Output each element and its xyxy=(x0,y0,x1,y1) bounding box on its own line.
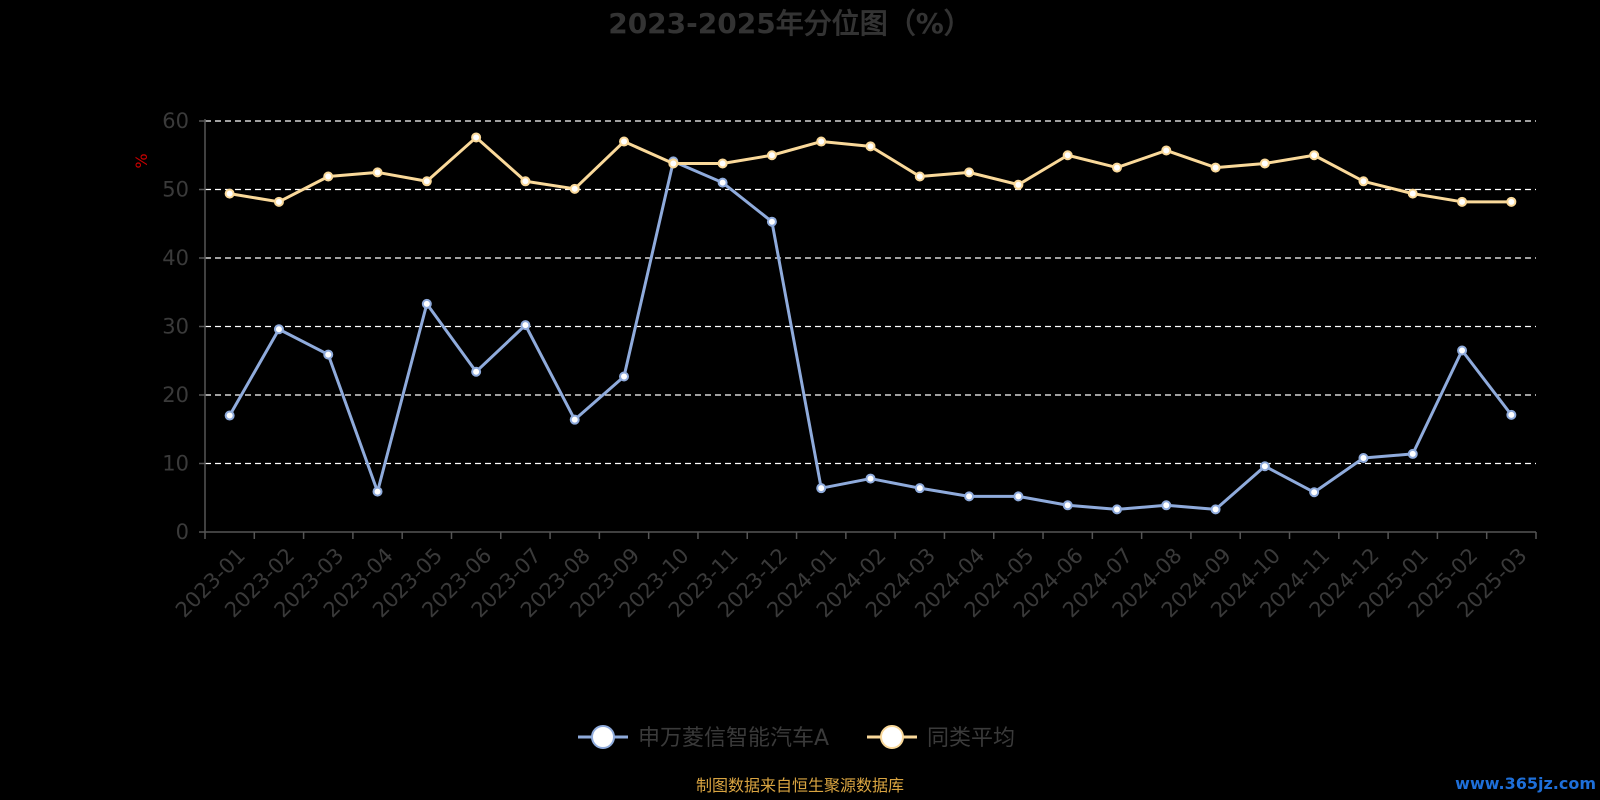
data-point[interactable] xyxy=(569,183,580,194)
data-point[interactable] xyxy=(1309,487,1320,498)
data-point[interactable] xyxy=(569,414,580,425)
data-point[interactable] xyxy=(1013,179,1024,190)
data-point[interactable] xyxy=(766,216,777,227)
data-point[interactable] xyxy=(471,132,482,143)
data-point[interactable] xyxy=(1161,145,1172,156)
data-point[interactable] xyxy=(1062,500,1073,511)
data-point[interactable] xyxy=(1210,504,1221,515)
series-line xyxy=(228,159,1513,511)
legend-label: 同类平均 xyxy=(927,726,1015,751)
watermark-text: www.365jz.com xyxy=(1455,774,1596,793)
data-point[interactable] xyxy=(865,141,876,152)
data-point[interactable] xyxy=(1210,162,1221,173)
data-point[interactable] xyxy=(421,298,432,309)
y-tick-label: 20 xyxy=(162,383,189,407)
data-point[interactable] xyxy=(1062,150,1073,161)
data-point[interactable] xyxy=(224,188,235,199)
y-tick-label: 0 xyxy=(176,520,189,544)
data-point[interactable] xyxy=(1407,188,1418,199)
data-point[interactable] xyxy=(372,167,383,178)
data-point[interactable] xyxy=(619,371,630,382)
data-point[interactable] xyxy=(1259,461,1270,472)
data-point[interactable] xyxy=(1259,158,1270,169)
legend-label: 申万菱信智能汽车A xyxy=(638,726,829,751)
data-point[interactable] xyxy=(1506,196,1517,207)
data-point[interactable] xyxy=(421,176,432,187)
data-point[interactable] xyxy=(619,136,630,147)
data-point[interactable] xyxy=(520,320,531,331)
data-point[interactable] xyxy=(816,483,827,494)
data-point[interactable] xyxy=(1309,150,1320,161)
axes: 01020304050602023-012023-022023-032023-0… xyxy=(162,109,1537,622)
y-tick-label: 60 xyxy=(162,109,189,133)
data-point[interactable] xyxy=(717,158,728,169)
chart-title: 2023-2025年分位图（%） xyxy=(608,7,972,40)
data-point[interactable] xyxy=(865,473,876,484)
data-point[interactable] xyxy=(520,176,531,187)
y-axis-label: % xyxy=(132,153,151,168)
series-layer xyxy=(224,132,1517,515)
y-tick-label: 50 xyxy=(162,178,189,202)
data-point[interactable] xyxy=(273,324,284,335)
data-point[interactable] xyxy=(1407,448,1418,459)
data-point[interactable] xyxy=(964,491,975,502)
legend[interactable]: 申万菱信智能汽车A 同类平均 xyxy=(578,725,1015,751)
legend-item-2[interactable]: 同类平均 xyxy=(867,725,1015,751)
grid-lines xyxy=(205,120,1536,465)
y-tick-label: 30 xyxy=(162,315,189,339)
data-point[interactable] xyxy=(1457,196,1468,207)
legend-item-1[interactable]: 申万菱信智能汽车A xyxy=(578,725,829,751)
data-point[interactable] xyxy=(816,136,827,147)
y-tick-label: 10 xyxy=(162,452,189,476)
data-point[interactable] xyxy=(1457,345,1468,356)
data-point[interactable] xyxy=(1506,409,1517,420)
data-point[interactable] xyxy=(964,167,975,178)
data-point[interactable] xyxy=(717,177,728,188)
legend-marker-icon xyxy=(880,725,904,749)
data-point[interactable] xyxy=(1111,504,1122,515)
data-point[interactable] xyxy=(471,366,482,377)
data-source-note: 制图数据来自恒生聚源数据库 xyxy=(696,776,904,795)
legend-marker-icon xyxy=(591,725,615,749)
data-point[interactable] xyxy=(323,349,334,360)
data-point[interactable] xyxy=(224,410,235,421)
data-point[interactable] xyxy=(323,171,334,182)
data-point[interactable] xyxy=(1358,453,1369,464)
data-point[interactable] xyxy=(1161,500,1172,511)
y-tick-label: 40 xyxy=(162,246,189,270)
data-point[interactable] xyxy=(273,196,284,207)
data-point[interactable] xyxy=(372,486,383,497)
data-point[interactable] xyxy=(766,150,777,161)
data-point[interactable] xyxy=(668,158,679,169)
series-2 xyxy=(224,132,1517,207)
data-point[interactable] xyxy=(1358,176,1369,187)
data-point[interactable] xyxy=(914,171,925,182)
data-point[interactable] xyxy=(1111,162,1122,173)
data-point[interactable] xyxy=(1013,491,1024,502)
series-1 xyxy=(224,156,1517,515)
data-point[interactable] xyxy=(914,483,925,494)
